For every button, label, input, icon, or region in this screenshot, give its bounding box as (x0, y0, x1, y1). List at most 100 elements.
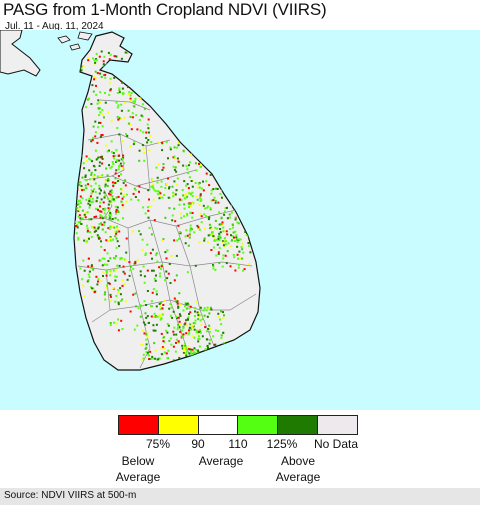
ndvi-pixel (116, 92, 119, 94)
ndvi-pixel (101, 125, 104, 128)
ndvi-pixel (172, 165, 175, 168)
ndvi-pixel (194, 351, 197, 354)
ndvi-pixel (167, 196, 170, 199)
ndvi-pixel (234, 218, 237, 221)
ndvi-pixel (78, 208, 80, 211)
ndvi-pixel (162, 163, 165, 166)
ndvi-pixel (178, 198, 181, 201)
ndvi-pixel (89, 178, 92, 181)
ndvi-pixel (213, 196, 216, 199)
ndvi-pixel (74, 154, 77, 157)
ndvi-pixel (89, 204, 92, 207)
ndvi-pixel (132, 293, 135, 296)
ndvi-pixel (231, 200, 234, 203)
ndvi-pixel (74, 154, 76, 157)
ndvi-pixel (187, 316, 190, 319)
ndvi-pixel (90, 103, 93, 105)
ndvi-pixel (121, 87, 124, 90)
ndvi-pixel (115, 246, 118, 249)
ndvi-pixel (178, 326, 181, 329)
ndvi-pixel (112, 238, 115, 241)
ndvi-pixel (122, 193, 125, 196)
ndvi-pixel (151, 257, 153, 260)
ndvi-pixel (146, 332, 149, 335)
ndvi-pixel (77, 221, 80, 224)
ndvi-pixel (195, 349, 198, 351)
ndvi-pixel (200, 163, 202, 166)
ndvi-pixel (109, 322, 112, 324)
ndvi-pixel (174, 299, 177, 302)
ndvi-pixel (108, 93, 111, 96)
ndvi-pixel (76, 287, 79, 290)
ndvi-pixel (82, 65, 85, 68)
ndvi-pixel (169, 146, 172, 149)
ndvi-pixel (160, 301, 163, 304)
ndvi-pixel (214, 201, 217, 204)
ndvi-pixel (199, 197, 202, 200)
ndvi-pixel (242, 269, 244, 272)
ndvi-pixel (86, 227, 89, 230)
ndvi-pixel (91, 190, 94, 193)
ndvi-pixel (78, 214, 81, 217)
ndvi-pixel (188, 331, 191, 334)
ndvi-pixel (121, 328, 124, 330)
ndvi-pixel (118, 230, 121, 233)
ndvi-pixel (99, 216, 102, 219)
ndvi-pixel (209, 327, 212, 330)
ndvi-pixel (94, 131, 97, 134)
ndvi-pixel (176, 157, 179, 160)
ndvi-pixel (109, 88, 112, 91)
ndvi-pixel (93, 78, 96, 81)
ndvi-pixel (150, 305, 152, 307)
ndvi-pixel (95, 84, 97, 87)
ndvi-pixel (158, 314, 161, 317)
ndvi-pixel (161, 313, 164, 316)
ndvi-pixel (215, 187, 217, 190)
ndvi-pixel (155, 274, 157, 277)
ndvi-pixel (171, 185, 174, 188)
ndvi-pixel (93, 188, 96, 191)
ndvi-pixel (76, 226, 79, 229)
ndvi-pixel (146, 206, 149, 209)
ndvi-pixel (249, 234, 252, 236)
ndvi-pixel (145, 333, 148, 336)
ndvi-pixel (182, 164, 185, 167)
ndvi-pixel (159, 308, 162, 311)
ndvi-pixel (146, 141, 149, 144)
ndvi-pixel (130, 128, 133, 131)
ndvi-pixel (199, 306, 202, 309)
ndvi-pixel (110, 189, 113, 192)
ndvi-pixel (203, 239, 206, 242)
ndvi-pixel (121, 279, 124, 282)
legend-below-average-label: Below Average (116, 453, 160, 485)
ndvi-pixel (106, 179, 109, 182)
ndvi-pixel (99, 214, 102, 217)
ndvi-pixel (82, 259, 85, 262)
ndvi-pixel (175, 170, 178, 173)
ndvi-pixel (111, 181, 114, 184)
above-label-text: Above Average (275, 454, 321, 484)
ndvi-pixel (148, 226, 151, 229)
ndvi-pixel (224, 254, 227, 257)
ndvi-pixel (115, 169, 118, 172)
ndvi-pixel (148, 198, 150, 201)
ndvi-pixel (164, 251, 167, 254)
ndvi-pixel (167, 349, 170, 352)
ndvi-pixel (197, 226, 200, 229)
ndvi-pixel (142, 321, 145, 324)
ndvi-pixel (189, 227, 192, 230)
ndvi-pixel (223, 342, 225, 345)
ndvi-pixel (111, 195, 114, 198)
ndvi-pixel (182, 350, 185, 352)
ndvi-pixel (181, 189, 184, 191)
ndvi-pixel (197, 349, 199, 352)
ndvi-pixel (140, 343, 143, 346)
legend-tick-125: 125% (266, 437, 298, 451)
ndvi-pixel (110, 191, 113, 194)
ndvi-pixel (153, 277, 156, 280)
ndvi-pixel (180, 216, 183, 219)
ndvi-pixel (159, 272, 162, 275)
ndvi-pixel (209, 207, 212, 210)
ndvi-pixel (209, 338, 211, 341)
ndvi-pixel (102, 201, 105, 204)
